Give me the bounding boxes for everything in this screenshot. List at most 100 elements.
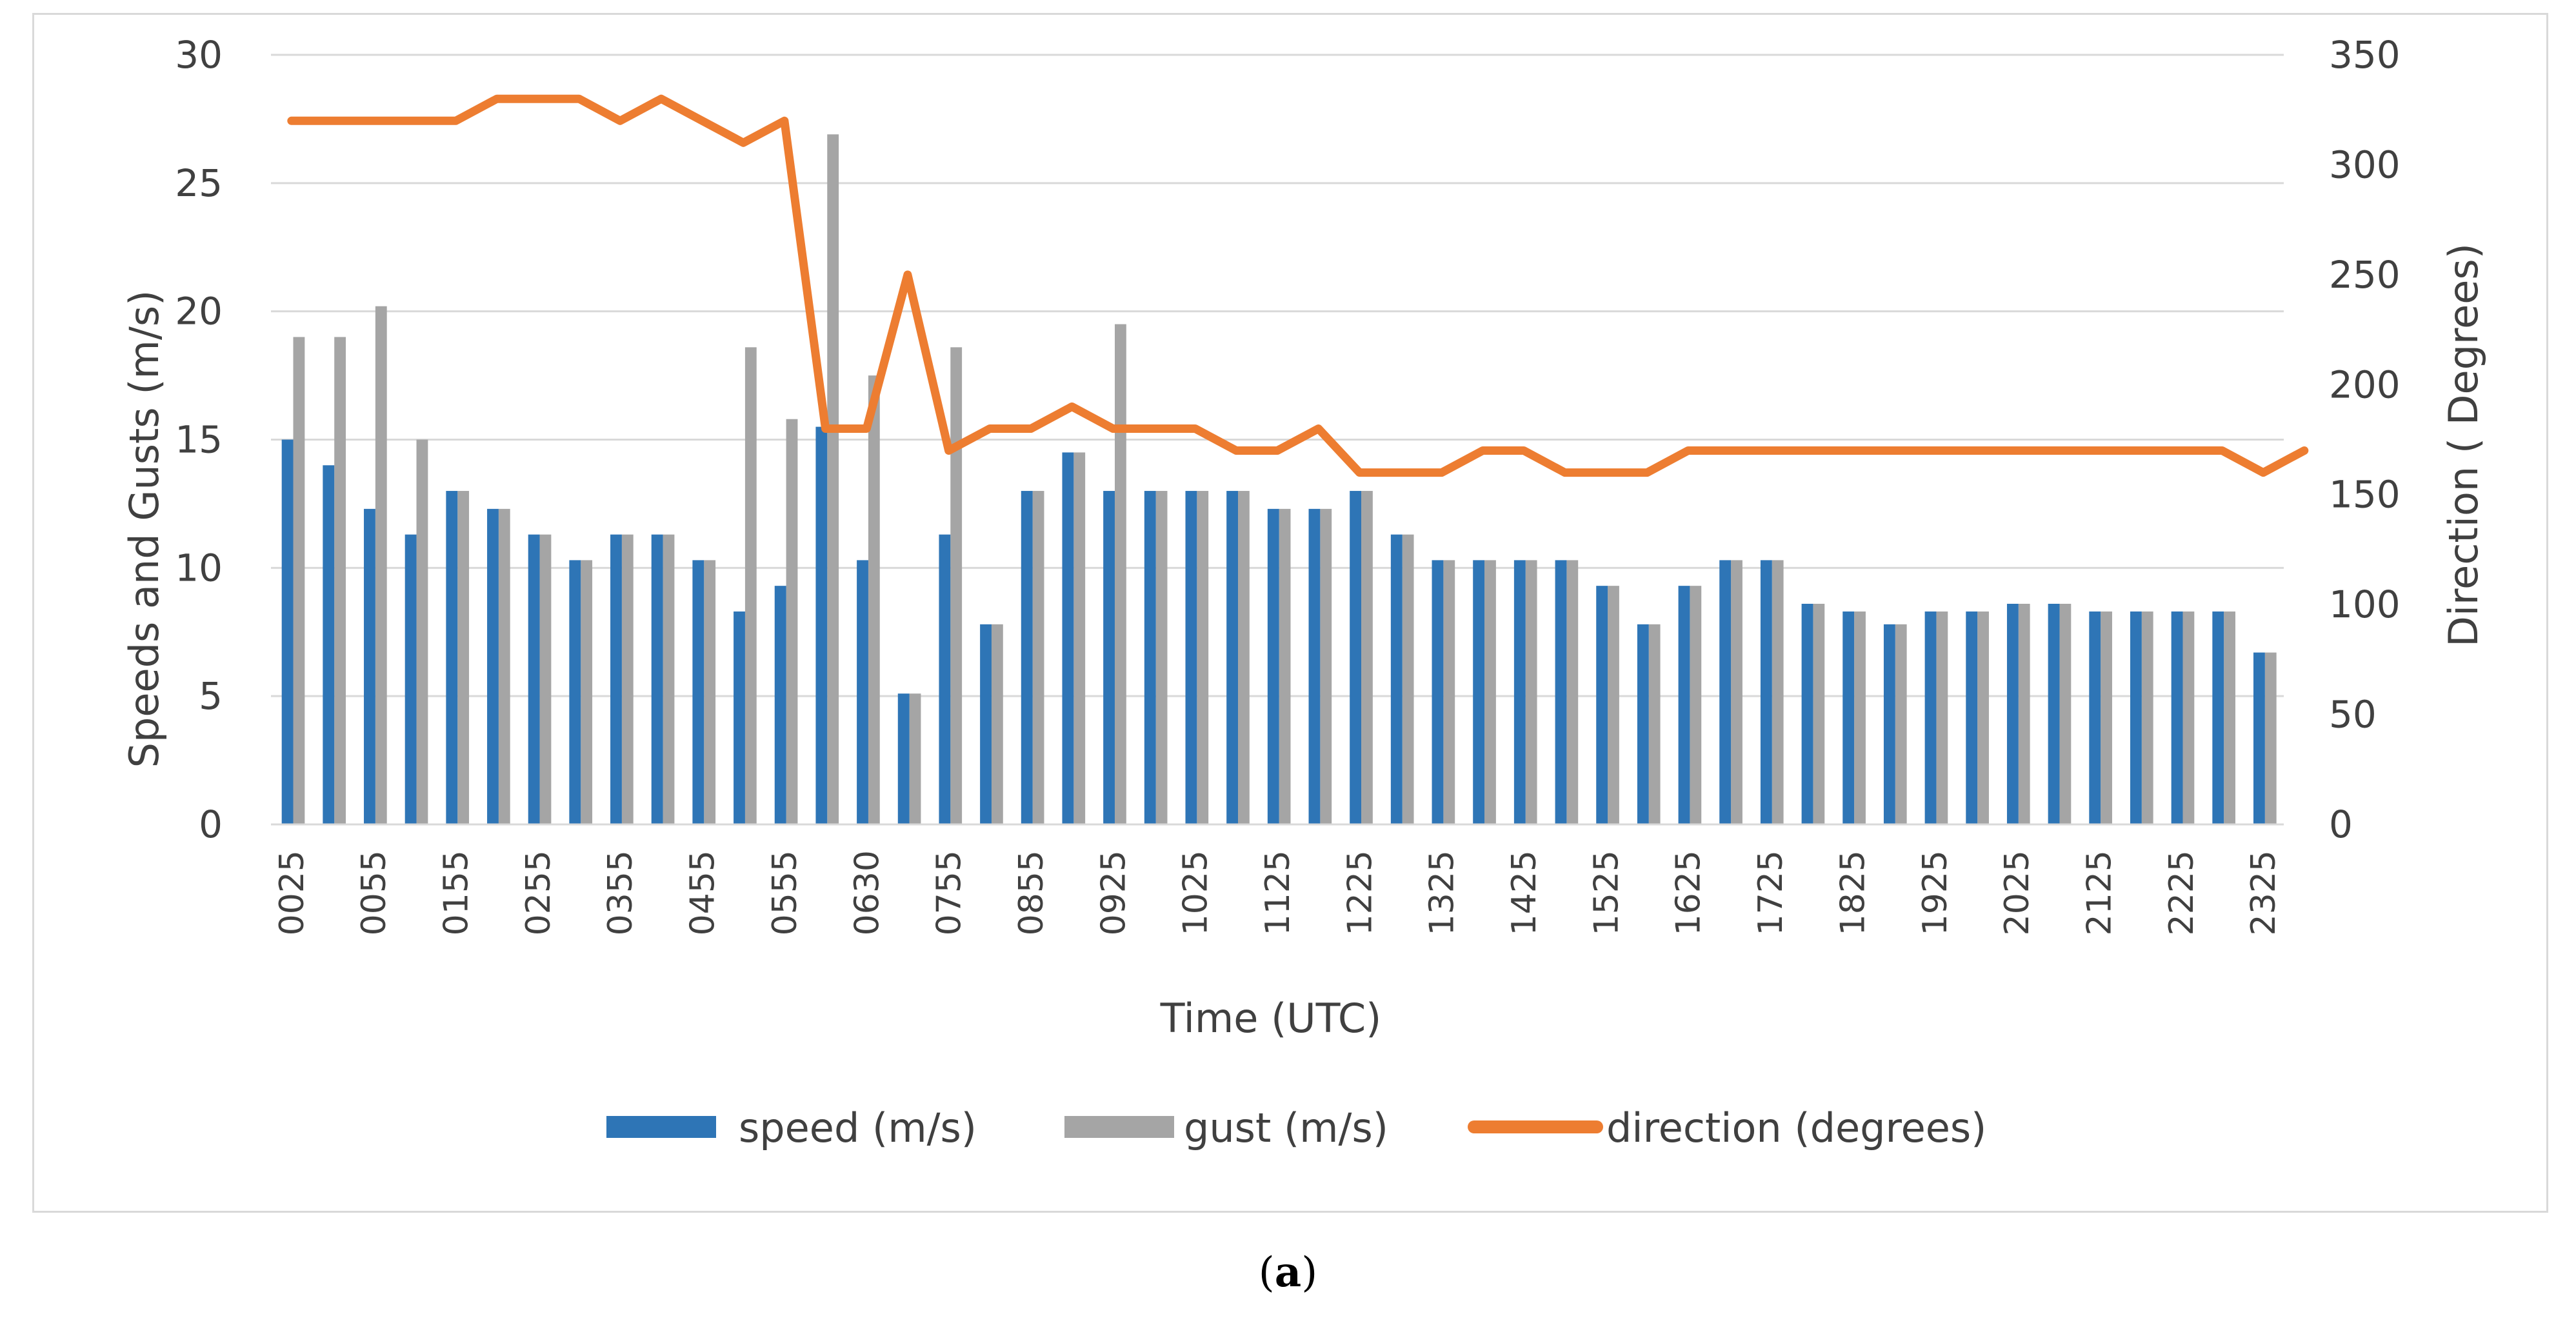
x-tick-label: 0255 bbox=[519, 850, 558, 935]
speed-bar bbox=[1924, 611, 1937, 824]
speed-bar bbox=[1021, 491, 1033, 824]
y-axis-left-title: Speeds and Gusts (m/s) bbox=[121, 290, 168, 768]
x-tick-label: 0055 bbox=[355, 850, 394, 935]
gust-bar bbox=[1772, 560, 1784, 824]
bars bbox=[281, 134, 2277, 825]
speed-bar bbox=[1350, 491, 1362, 824]
speed-bar bbox=[774, 586, 786, 824]
speed-bar bbox=[1062, 452, 1074, 824]
speed-bar bbox=[2130, 611, 2142, 824]
speed-bar bbox=[1226, 491, 1239, 824]
gust-bar bbox=[2101, 611, 2112, 824]
speed-bar bbox=[980, 624, 992, 824]
x-tick-label: 1325 bbox=[1423, 850, 1462, 935]
speed-bar bbox=[1103, 491, 1115, 824]
speed-bar bbox=[1596, 586, 1608, 824]
x-tick-label: 0455 bbox=[684, 850, 723, 935]
gust-bar bbox=[539, 534, 552, 824]
y-right-tick-label: 250 bbox=[2329, 253, 2401, 297]
speed-bar bbox=[815, 426, 828, 824]
speed-bar bbox=[1883, 624, 1895, 824]
gust-bar bbox=[1114, 324, 1126, 824]
x-tick-label: 1725 bbox=[1752, 850, 1790, 935]
speed-bar bbox=[1473, 560, 1485, 824]
gust-bar bbox=[621, 534, 634, 824]
gust-bar bbox=[2224, 611, 2235, 824]
speed-bar bbox=[364, 508, 375, 824]
speed-bar bbox=[1185, 491, 1197, 824]
gust-bar bbox=[1731, 560, 1742, 824]
gust-bar bbox=[1648, 624, 1661, 824]
gust-bar bbox=[1690, 586, 1702, 824]
gust-bar bbox=[1977, 611, 1989, 824]
gust-bar bbox=[1279, 508, 1291, 824]
speed-bar bbox=[2089, 611, 2101, 824]
gust-bar bbox=[2182, 611, 2195, 824]
gust-bar bbox=[1238, 491, 1250, 824]
gust-bar bbox=[2264, 652, 2277, 824]
speed-bar bbox=[692, 560, 704, 824]
caption-label: a bbox=[1274, 1248, 1302, 1297]
speed-bar bbox=[487, 508, 499, 824]
speed-bar bbox=[1513, 560, 1526, 824]
y-axis-right-title: Direction ( Degrees) bbox=[2440, 243, 2487, 647]
x-tick-label: 1425 bbox=[1505, 850, 1544, 935]
x-tick-label: 1225 bbox=[1341, 850, 1379, 935]
gust-bar bbox=[704, 560, 716, 824]
speed-bar bbox=[323, 465, 335, 824]
gust-bar bbox=[663, 534, 675, 824]
gust-bar bbox=[581, 560, 593, 824]
gust-bar bbox=[2141, 611, 2153, 824]
gust-bar bbox=[293, 337, 305, 824]
gust-bar bbox=[991, 624, 1003, 824]
legend-label-gust: gust (m/s) bbox=[1184, 1104, 1388, 1151]
speed-bar bbox=[2048, 604, 2060, 824]
gust-bar bbox=[1484, 560, 1496, 824]
x-tick-label: 2025 bbox=[1998, 850, 2037, 935]
gust-bar bbox=[1320, 508, 1332, 824]
gust-bar bbox=[1197, 491, 1209, 824]
speed-bar bbox=[528, 534, 540, 824]
x-axis-title: Time (UTC) bbox=[1160, 995, 1382, 1042]
caption-open-paren: ( bbox=[1258, 1249, 1275, 1297]
speed-bar bbox=[1760, 560, 1772, 824]
legend-label-speed: speed (m/s) bbox=[739, 1104, 977, 1151]
speed-bar bbox=[1267, 508, 1279, 824]
gust-bar bbox=[827, 134, 839, 825]
x-tick-label: 0855 bbox=[1012, 850, 1051, 935]
speed-bar bbox=[1719, 560, 1732, 824]
speed-bar bbox=[610, 534, 622, 824]
x-tick-label: 1025 bbox=[1177, 850, 1215, 935]
gust-bar bbox=[416, 439, 428, 824]
y-right-tick-label: 50 bbox=[2329, 693, 2377, 737]
speed-bar bbox=[569, 560, 581, 824]
x-tick-label: 2125 bbox=[2080, 850, 2119, 935]
x-tick-label: 1625 bbox=[1670, 850, 1708, 935]
speed-bar bbox=[651, 534, 663, 824]
speed-bar bbox=[281, 439, 294, 824]
speed-bar bbox=[1678, 586, 1690, 824]
gust-bar bbox=[909, 693, 921, 824]
y-left-tick-label: 0 bbox=[199, 802, 223, 846]
gust-bar bbox=[868, 375, 880, 824]
x-tick-label: 1925 bbox=[1916, 850, 1955, 935]
legend-swatch-speed bbox=[606, 1116, 716, 1138]
gust-bar bbox=[1402, 534, 1414, 824]
gust-bar bbox=[1608, 586, 1619, 824]
speed-bar bbox=[1966, 611, 1978, 824]
gust-bar bbox=[1073, 452, 1086, 824]
y-left-tick-label: 10 bbox=[175, 546, 223, 590]
speed-bar bbox=[2006, 604, 2019, 824]
gust-bar bbox=[1032, 491, 1044, 824]
y-left-tick-label: 25 bbox=[175, 161, 223, 205]
speed-bar bbox=[1432, 560, 1444, 824]
y-right-tick-label: 150 bbox=[2329, 473, 2401, 517]
speed-bar bbox=[1308, 508, 1321, 824]
gust-bar bbox=[950, 347, 963, 824]
x-tick-label: 2225 bbox=[2162, 850, 2201, 935]
direction-line bbox=[287, 94, 2309, 477]
y-left-tick-label: 5 bbox=[199, 674, 223, 718]
gust-bar bbox=[2018, 604, 2030, 824]
gust-bar bbox=[375, 306, 387, 824]
